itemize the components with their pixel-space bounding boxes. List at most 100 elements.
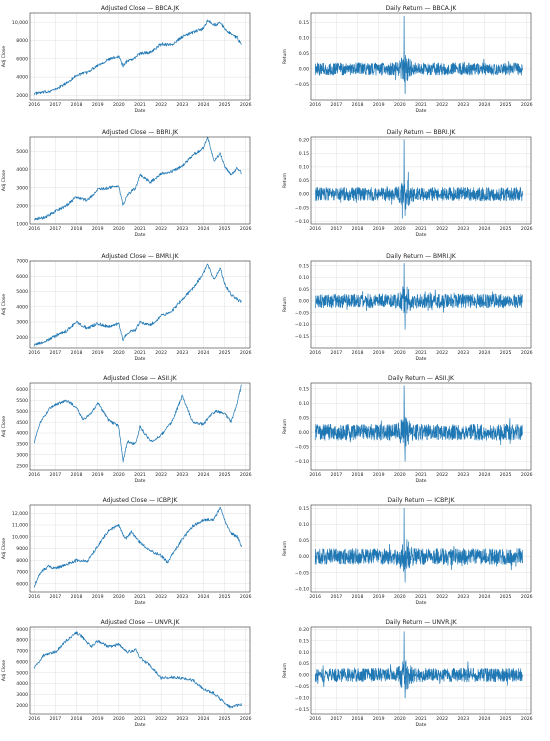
x-tick-label: 2016 <box>309 226 321 232</box>
chart-title: Adjusted Close — BMRI.JK <box>101 253 179 260</box>
x-tick-label: 2022 <box>436 472 448 478</box>
chart-title: Daily Return — BMRI.JK <box>386 253 457 260</box>
chart-title: Adjusted Close — BBRI.JK <box>102 129 179 136</box>
y-tick-label: 7000 <box>16 649 28 655</box>
y-axis-label: Adj Close <box>1 170 7 191</box>
x-tick-label: 2024 <box>479 472 491 478</box>
x-axis-label: Date <box>416 356 427 362</box>
y-tick-label: 7000 <box>16 570 28 576</box>
x-tick-label: 2019 <box>373 102 385 108</box>
chart-panel-2: 2016 2017 2018 2019 2020 2021 2022 2023 2024 2025… <box>1 129 252 238</box>
x-tick-label: 2022 <box>436 226 448 232</box>
x-tick-label: 2022 <box>155 350 167 356</box>
x-tick-label: 2023 <box>457 472 469 478</box>
x-tick-label: 2016 <box>309 350 321 356</box>
plot-frame <box>29 504 251 593</box>
y-axis-label: Adj Close <box>1 46 7 67</box>
y-tick-label: 12,000 <box>12 511 28 517</box>
x-tick-label: 2018 <box>352 716 364 722</box>
x-tick-label: 2024 <box>479 226 491 232</box>
x-tick-label: 2017 <box>50 102 62 108</box>
y-tick-label: 2000 <box>16 335 28 341</box>
x-tick-label: 2021 <box>415 102 427 108</box>
y-tick-label: 1000 <box>16 222 28 228</box>
x-tick-label: 2024 <box>198 594 210 600</box>
x-tick-label: 2020 <box>394 102 406 108</box>
series-line <box>33 506 242 588</box>
y-tick-label: 0.20 <box>299 627 309 633</box>
x-tick-label: 2017 <box>331 102 343 108</box>
x-tick-label: 2019 <box>373 472 385 478</box>
x-tick-label: 2020 <box>113 472 125 478</box>
x-tick-label: 2026 <box>240 716 252 722</box>
x-tick-label: 2020 <box>394 350 406 356</box>
x-tick-label: 2020 <box>113 102 125 108</box>
y-tick-label: 5000 <box>16 289 28 295</box>
y-tick-label: 10,000 <box>12 534 28 540</box>
y-axis-label: Return <box>282 541 288 556</box>
y-tick-label: 0.00 <box>299 673 309 679</box>
y-tick-label: 5000 <box>16 409 28 415</box>
y-tick-label: 0.15 <box>299 20 309 26</box>
chart-title: Daily Return — BBRI.JK <box>387 129 457 136</box>
y-tick-label: −0.05 <box>295 205 309 211</box>
x-tick-label: 2017 <box>50 350 62 356</box>
chart-title: Adjusted Close — UNVR.JK <box>101 619 181 626</box>
x-tick-label: 2017 <box>50 226 62 232</box>
y-tick-label: 2000 <box>16 703 28 709</box>
y-tick-label: 4000 <box>16 167 28 173</box>
x-tick-label: 2018 <box>352 226 364 232</box>
y-tick-label: 0.15 <box>299 151 309 157</box>
x-tick-label: 2025 <box>219 350 231 356</box>
x-tick-label: 2022 <box>436 350 448 356</box>
chart-panel-10: 2016 2017 2018 2019 2020 2021 2022 2023 2024 2025… <box>1 619 252 728</box>
x-tick-label: 2022 <box>436 102 448 108</box>
x-axis-label: Date <box>135 232 146 238</box>
x-tick-label: 2023 <box>176 716 188 722</box>
x-tick-label: 2021 <box>415 350 427 356</box>
x-tick-label: 2026 <box>521 594 533 600</box>
plot-frame <box>310 260 532 349</box>
y-tick-label: 0.05 <box>299 51 309 57</box>
y-tick-label: −0.10 <box>295 586 309 592</box>
y-tick-label: 0.00 <box>299 67 309 73</box>
x-tick-label: 2022 <box>155 226 167 232</box>
x-tick-label: 2019 <box>92 716 104 722</box>
y-tick-label: 0.05 <box>299 538 309 544</box>
x-axis-label: Date <box>135 108 146 114</box>
y-tick-label: 4000 <box>16 304 28 310</box>
x-tick-label: 2023 <box>457 594 469 600</box>
y-tick-label: −0.10 <box>295 219 309 225</box>
x-axis-label: Date <box>135 478 146 484</box>
y-tick-label: 0.05 <box>299 661 309 667</box>
y-tick-label: −0.15 <box>295 707 309 713</box>
chart-panel-3: 2016 2017 2018 2019 2020 2021 2022 2023 2024 2025… <box>282 129 533 238</box>
series-line <box>314 15 523 95</box>
x-axis-label: Date <box>135 600 146 606</box>
y-tick-label: 0.10 <box>299 401 309 407</box>
y-tick-label: 3000 <box>16 452 28 458</box>
y-axis-label: Adj Close <box>1 416 7 437</box>
x-tick-label: 2022 <box>155 594 167 600</box>
x-tick-label: 2016 <box>28 102 40 108</box>
x-tick-label: 2017 <box>50 472 62 478</box>
x-tick-label: 2018 <box>352 594 364 600</box>
x-tick-label: 2017 <box>50 716 62 722</box>
x-tick-label: 2020 <box>113 594 125 600</box>
x-tick-label: 2021 <box>134 716 146 722</box>
y-tick-label: 8000 <box>16 638 28 644</box>
x-tick-label: 2020 <box>394 716 406 722</box>
x-tick-label: 2024 <box>479 716 491 722</box>
chart-title: Adjusted Close — ASII.JK <box>103 375 177 382</box>
series-line <box>314 263 523 330</box>
x-tick-label: 2023 <box>176 594 188 600</box>
x-tick-label: 2017 <box>331 716 343 722</box>
y-tick-label: 0.15 <box>299 263 309 269</box>
x-tick-label: 2023 <box>457 102 469 108</box>
x-tick-label: 2017 <box>331 226 343 232</box>
x-tick-label: 2025 <box>500 472 512 478</box>
series-line <box>33 384 242 463</box>
chart-title: Daily Return — UNVR.JK <box>385 619 457 626</box>
x-tick-label: 2016 <box>309 102 321 108</box>
chart-panel-9: 2016 2017 2018 2019 2020 2021 2022 2023 2024 2025… <box>1 497 252 606</box>
